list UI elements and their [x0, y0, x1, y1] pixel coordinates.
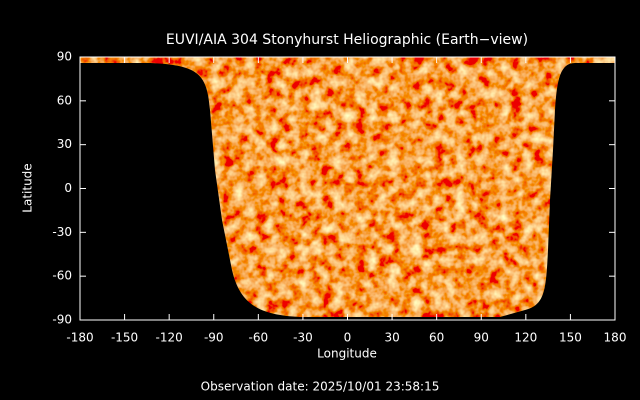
x-tick-label: -60 — [249, 331, 269, 345]
x-tick-label: -30 — [293, 331, 313, 345]
x-tick-label: 150 — [559, 331, 582, 345]
solar-map — [80, 57, 615, 317]
y-tick-label: -90 — [52, 313, 72, 327]
y-tick-label: 30 — [57, 137, 72, 151]
x-tick-label: 30 — [384, 331, 399, 345]
y-tick-label: 90 — [57, 50, 72, 64]
observation-date: Observation date: 2025/10/01 23:58:15 — [201, 380, 440, 394]
x-tick-label: 90 — [474, 331, 489, 345]
x-tick-label: -90 — [204, 331, 224, 345]
y-tick-label: -30 — [52, 225, 72, 239]
x-tick-label: 180 — [604, 331, 627, 345]
y-tick-label: 0 — [64, 181, 72, 195]
x-axis-label: Longitude — [317, 347, 377, 361]
y-tick-label: 60 — [57, 93, 72, 107]
chart-title: EUVI/AIA 304 Stonyhurst Heliographic (Ea… — [166, 32, 528, 48]
x-tick-label: 0 — [344, 331, 352, 345]
x-tick-label: -150 — [111, 331, 138, 345]
x-tick-label: -180 — [66, 331, 93, 345]
x-tick-label: 60 — [429, 331, 444, 345]
x-tick-label: -120 — [156, 331, 183, 345]
y-axis-label: Latitude — [21, 163, 35, 212]
y-tick-label: -60 — [52, 269, 72, 283]
x-tick-label: 120 — [514, 331, 537, 345]
